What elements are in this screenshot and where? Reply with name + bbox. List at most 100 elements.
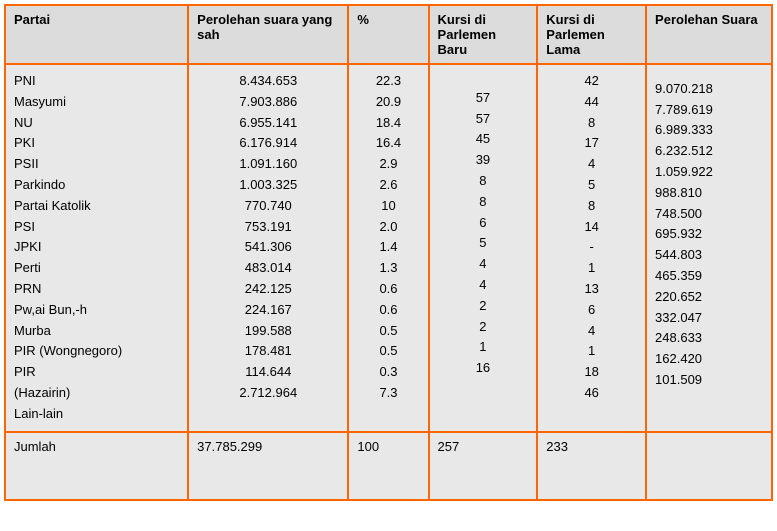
header-row: Partai Perolehan suara yang sah % Kursi … xyxy=(5,5,772,64)
value: PIR (Wongnegoro) xyxy=(14,341,179,362)
header-kursi-lama: Kursi di Parlemen Lama xyxy=(537,5,646,64)
value: Lain-lain xyxy=(14,404,179,425)
footer-kursi-baru: 257 xyxy=(429,432,538,500)
value: 18 xyxy=(546,362,637,383)
value: Pw,ai Bun,-h xyxy=(14,300,179,321)
value: 4 xyxy=(438,254,529,275)
value: 6.176.914 xyxy=(197,133,339,154)
value: 465.359 xyxy=(655,266,763,287)
value: 114.644 xyxy=(197,362,339,383)
value: 57 xyxy=(438,109,529,130)
value: 18.4 xyxy=(357,113,419,134)
kursi-baru-list: 5757453988654422116 xyxy=(438,71,529,379)
value: 1.3 xyxy=(357,258,419,279)
value: 2.6 xyxy=(357,175,419,196)
value: 14 xyxy=(546,217,637,238)
value: 7.903.886 xyxy=(197,92,339,113)
value: 6.955.141 xyxy=(197,113,339,134)
value: 0.5 xyxy=(357,341,419,362)
value: PSII xyxy=(14,154,179,175)
value: 13 xyxy=(546,279,637,300)
perolehan-suara-list: 9.070.2187.789.6196.989.3336.232.5121.05… xyxy=(655,71,763,391)
header-suara-sah: Perolehan suara yang sah xyxy=(188,5,348,64)
value: JPKI xyxy=(14,237,179,258)
cell-pct: 22.320.918.416.42.92.6102.01.41.30.60.60… xyxy=(348,64,428,432)
value: 544.803 xyxy=(655,245,763,266)
value: 7.789.619 xyxy=(655,100,763,121)
value: PSI xyxy=(14,217,179,238)
value: 44 xyxy=(546,92,637,113)
pct-list: 22.320.918.416.42.92.6102.01.41.30.60.60… xyxy=(357,71,419,404)
value: 748.500 xyxy=(655,204,763,225)
header-pct: % xyxy=(348,5,428,64)
election-results-table: Partai Perolehan suara yang sah % Kursi … xyxy=(4,4,773,501)
value: (Hazairin) xyxy=(14,383,179,404)
value: 1.091.160 xyxy=(197,154,339,175)
value: 2.9 xyxy=(357,154,419,175)
value: 1.003.325 xyxy=(197,175,339,196)
value: 1 xyxy=(546,258,637,279)
value: 8 xyxy=(546,196,637,217)
value: 2.712.964 xyxy=(197,383,339,404)
value: 6.989.333 xyxy=(655,120,763,141)
cell-perolehan-suara: 9.070.2187.789.6196.989.3336.232.5121.05… xyxy=(646,64,772,432)
value: 8 xyxy=(438,192,529,213)
value: 242.125 xyxy=(197,279,339,300)
value: NU xyxy=(14,113,179,134)
value: Perti xyxy=(14,258,179,279)
value: 0.3 xyxy=(357,362,419,383)
value: 0.6 xyxy=(357,300,419,321)
value: 17 xyxy=(546,133,637,154)
value: 39 xyxy=(438,150,529,171)
kursi-lama-list: 424481745814-1136411846 xyxy=(546,71,637,404)
footer-perolehan-suara xyxy=(646,432,772,500)
value: 5 xyxy=(546,175,637,196)
header-perolehan-suara: Perolehan Suara xyxy=(646,5,772,64)
footer-label: Jumlah xyxy=(5,432,188,500)
value: Masyumi xyxy=(14,92,179,113)
value: 4 xyxy=(546,154,637,175)
header-kursi-baru: Kursi di Parlemen Baru xyxy=(429,5,538,64)
value: 101.509 xyxy=(655,370,763,391)
value: 7.3 xyxy=(357,383,419,404)
value: 16.4 xyxy=(357,133,419,154)
value: 6.232.512 xyxy=(655,141,763,162)
value: 0.6 xyxy=(357,279,419,300)
value: 1.4 xyxy=(357,237,419,258)
value: - xyxy=(546,237,637,258)
value: 541.306 xyxy=(197,237,339,258)
value: PIR xyxy=(14,362,179,383)
value: 46 xyxy=(546,383,637,404)
suara-sah-list: 8.434.6537.903.8866.955.1416.176.9141.09… xyxy=(197,71,339,404)
footer-suara-sah: 37.785.299 xyxy=(188,432,348,500)
value: 2 xyxy=(438,296,529,317)
value: 4 xyxy=(546,321,637,342)
value: PKI xyxy=(14,133,179,154)
value: 5 xyxy=(438,233,529,254)
value: PRN xyxy=(14,279,179,300)
value: 248.633 xyxy=(655,328,763,349)
value: 753.191 xyxy=(197,217,339,238)
value: 178.481 xyxy=(197,341,339,362)
value: 10 xyxy=(357,196,419,217)
value: 1 xyxy=(438,337,529,358)
value: 770.740 xyxy=(197,196,339,217)
data-row: PNIMasyumiNUPKIPSIIParkindoPartai Katoli… xyxy=(5,64,772,432)
cell-kursi-lama: 424481745814-1136411846 xyxy=(537,64,646,432)
value: 6 xyxy=(438,213,529,234)
value: 0.5 xyxy=(357,321,419,342)
value: 8 xyxy=(438,171,529,192)
value: 2 xyxy=(438,317,529,338)
value: 2.0 xyxy=(357,217,419,238)
value: Murba xyxy=(14,321,179,342)
value: Parkindo xyxy=(14,175,179,196)
value: 162.420 xyxy=(655,349,763,370)
cell-kursi-baru: 5757453988654422116 xyxy=(429,64,538,432)
value: 42 xyxy=(546,71,637,92)
value: 8 xyxy=(546,113,637,134)
value: 1.059.922 xyxy=(655,162,763,183)
value: 988.810 xyxy=(655,183,763,204)
value: 6 xyxy=(546,300,637,321)
value: 220.652 xyxy=(655,287,763,308)
value: 22.3 xyxy=(357,71,419,92)
